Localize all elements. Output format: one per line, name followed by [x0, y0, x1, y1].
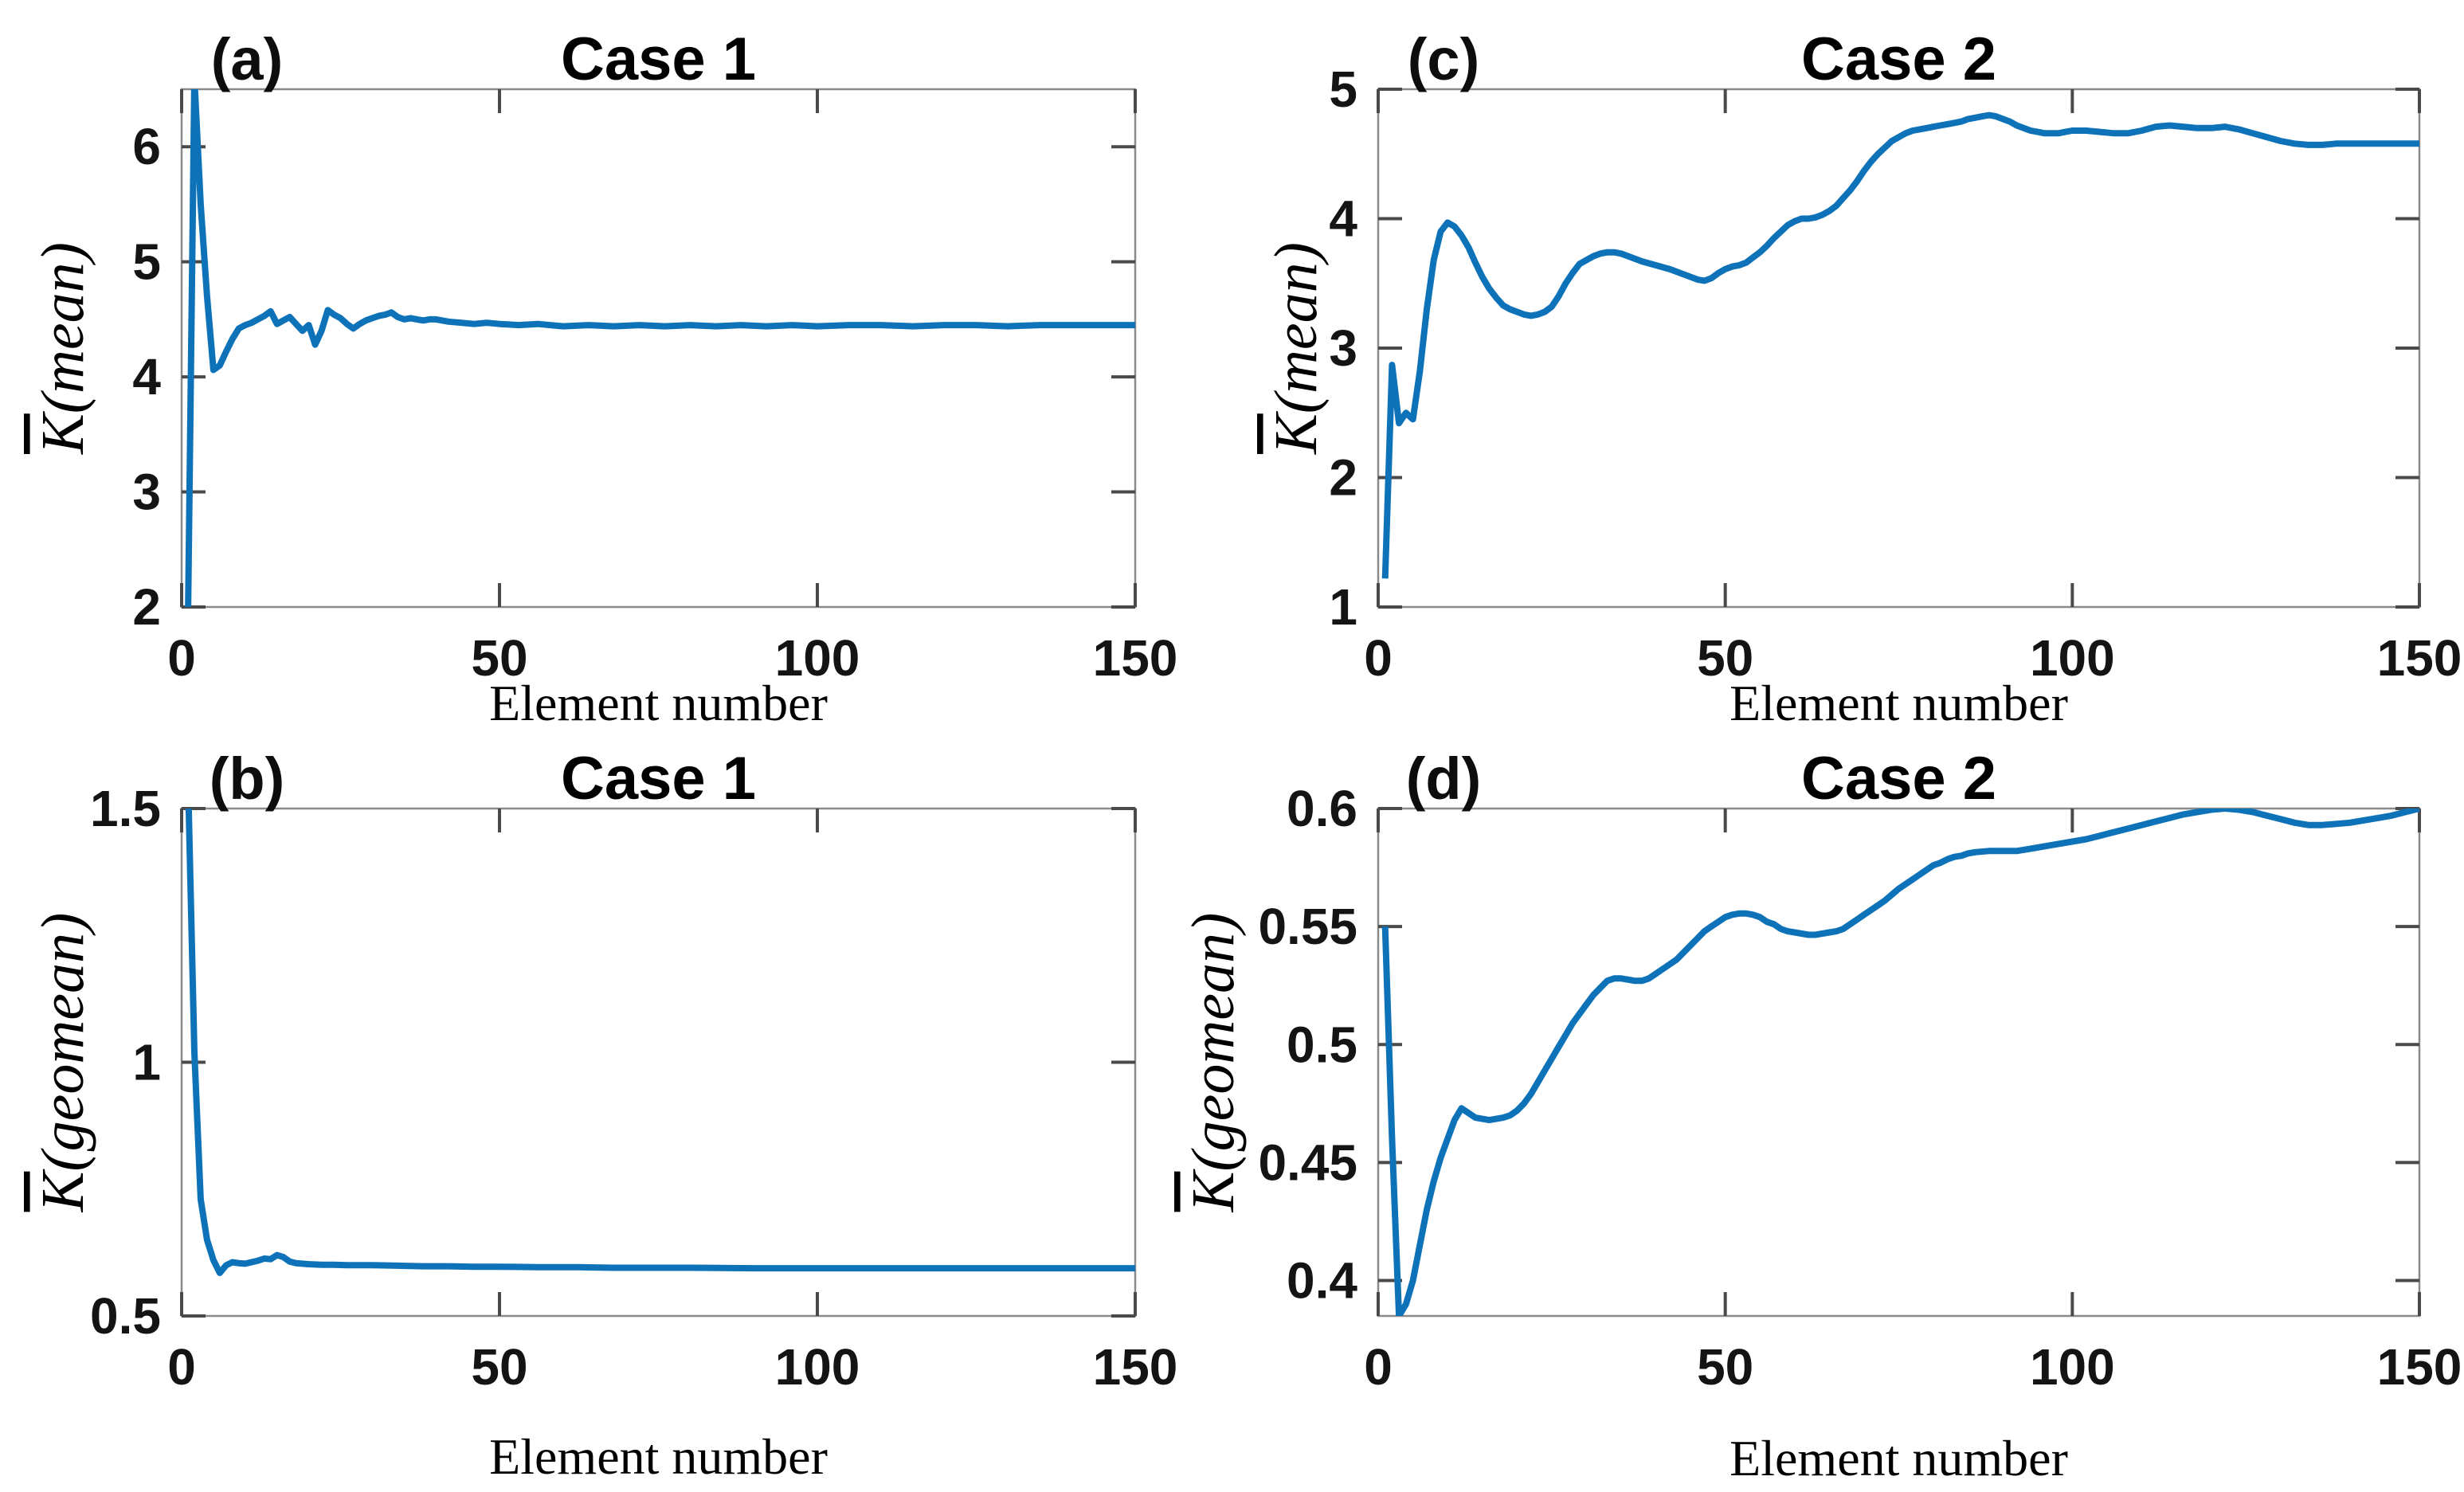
series-line [1381, 112, 2419, 579]
x-axis-label: Element number [1730, 1430, 2068, 1486]
y-tick-label: 3 [1329, 319, 1357, 377]
y-axis-label: K(mean) [29, 242, 96, 455]
panel-letter: (a) [211, 26, 283, 92]
y-tick-label: 6 [132, 118, 161, 175]
axes-frame [1377, 807, 2421, 1318]
y-axis-label: K(geomean) [29, 913, 96, 1213]
y-axis-label-rest: (geomean) [1180, 913, 1247, 1172]
panel-title: Case 1 [561, 745, 756, 813]
x-tick-label: 0 [1364, 1338, 1393, 1396]
axes-frame [1377, 88, 2421, 609]
y-tick-label: 2 [132, 578, 161, 636]
y-tick-label: 0.55 [1258, 898, 1357, 955]
panel-c: 0 50 100 150 1 2 3 4 5 Case 2 (c) Element number K(m… [1263, 25, 2462, 731]
x-tick-label: 0 [167, 1338, 196, 1396]
y-axis-label-rest: (mean) [1263, 242, 1330, 413]
panel-d: 0 50 100 150 0.4 0.45 0.5 0.55 0.6 Case 2 (d) Eleme… [1180, 745, 2462, 1486]
y-tick-label: 2 [1329, 449, 1357, 507]
x-axis-label: Element number [489, 1428, 828, 1485]
panel-letter: (c) [1408, 26, 1479, 92]
x-tick-label: 100 [2030, 1338, 2115, 1396]
y-tick-label: 0.5 [1287, 1016, 1357, 1073]
panel-letter: (d) [1406, 746, 1482, 812]
y-tick-label: 5 [1329, 61, 1357, 118]
y-tick-label: 0.6 [1287, 780, 1357, 837]
panel-b: 0 50 100 150 0.5 1 1.5 Case 1 (b) Element number K… [29, 745, 1177, 1485]
x-tick-label: 0 [167, 629, 196, 687]
series-line [185, 89, 1135, 607]
x-tick-label: 150 [1093, 629, 1178, 687]
y-axis-label-rest: (geomean) [29, 913, 96, 1172]
x-axis-label: Element number [1730, 675, 2068, 731]
panel-title: Case 2 [1801, 745, 1996, 813]
x-tick-label: 150 [2377, 1338, 2462, 1396]
x-tick-label: 50 [1697, 1338, 1753, 1396]
y-tick-label: 1 [132, 1034, 161, 1091]
axes-frame [180, 807, 1137, 1318]
y-tick-label: 0.4 [1287, 1252, 1357, 1310]
y-axis-label-overlined: K [29, 1169, 96, 1212]
x-axis-label: Element number [489, 675, 828, 731]
x-tick-label: 100 [775, 629, 860, 687]
series-line [1381, 809, 2419, 1316]
x-tick-label: 150 [2377, 629, 2462, 687]
panel-letter: (b) [210, 746, 285, 812]
axes-frame [180, 88, 1137, 609]
panel-title: Case 1 [561, 25, 756, 93]
y-axis-label-overlined: K [1263, 411, 1330, 455]
y-tick-label: 5 [132, 233, 161, 291]
series-line [185, 809, 1135, 1276]
y-axis-label-overlined: K [1180, 1169, 1247, 1212]
x-tick-label: 100 [2030, 629, 2115, 687]
y-tick-label: 1 [1329, 578, 1357, 636]
x-tick-label: 50 [471, 1338, 527, 1396]
y-tick-label: 0.5 [90, 1287, 161, 1345]
panel-a: 0 50 100 150 2 3 4 5 6 Case 1 (a) Element number K(m… [29, 25, 1177, 731]
y-axis-label-rest: (mean) [29, 242, 96, 413]
y-axis-label-overlined: K [29, 411, 96, 455]
panel-title: Case 2 [1801, 25, 1996, 93]
x-tick-label: 50 [1697, 629, 1753, 687]
y-axis-label: K(mean) [1263, 242, 1330, 455]
y-tick-label: 4 [1329, 190, 1357, 248]
x-tick-label: 50 [471, 629, 527, 687]
y-tick-label: 3 [132, 464, 161, 521]
y-tick-label: 4 [132, 348, 161, 405]
x-tick-label: 0 [1364, 629, 1393, 687]
x-tick-label: 150 [1093, 1338, 1178, 1396]
y-axis-label: K(geomean) [1180, 913, 1247, 1213]
y-tick-label: 0.45 [1258, 1134, 1357, 1191]
x-tick-label: 100 [775, 1338, 860, 1396]
y-tick-label: 1.5 [90, 780, 161, 837]
